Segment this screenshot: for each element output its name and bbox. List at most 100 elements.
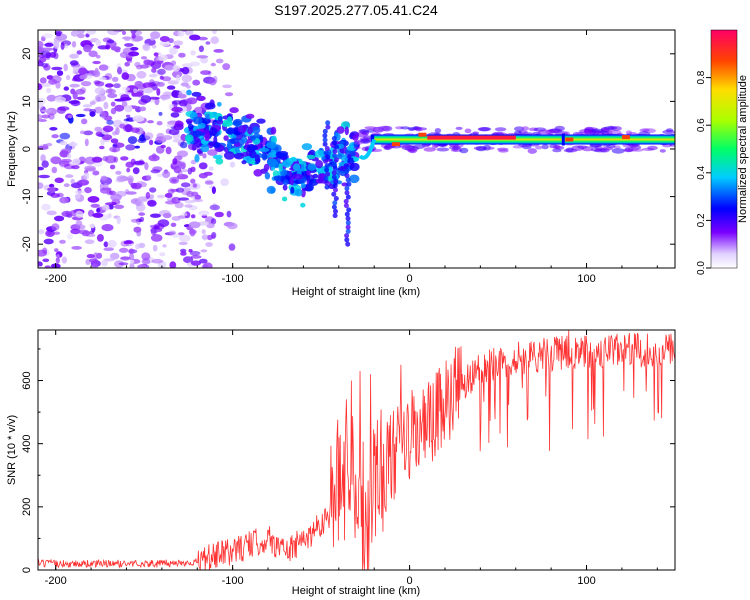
noise-blob bbox=[181, 74, 193, 83]
carrier-halo bbox=[632, 148, 644, 152]
ridge-blob bbox=[186, 89, 192, 96]
noise-blob bbox=[229, 161, 236, 168]
noise-blob bbox=[121, 30, 127, 35]
noise-blob bbox=[101, 204, 110, 211]
noise-blob bbox=[146, 174, 152, 181]
noise-blob bbox=[41, 114, 51, 119]
spectrogram-x-axis-label: Height of straight line (km) bbox=[292, 286, 420, 298]
noise-blob bbox=[180, 141, 188, 149]
carrier-halo bbox=[464, 128, 472, 134]
ridge-blob bbox=[212, 154, 223, 160]
noise-blob bbox=[94, 106, 103, 114]
spectrogram-y-axis-label: Frequency (Hz) bbox=[6, 111, 18, 187]
colorbar-tick-label: 0.2 bbox=[696, 213, 707, 227]
noise-blob bbox=[42, 33, 53, 39]
snr-panel: -200 -100 0 100 0 200 400 600 Height of straigh… bbox=[6, 329, 676, 597]
noise-blob bbox=[46, 94, 57, 102]
noise-blob bbox=[45, 87, 52, 94]
noise-blob bbox=[192, 79, 201, 86]
noise-blob bbox=[180, 82, 189, 87]
noise-blob bbox=[132, 115, 145, 122]
noise-blob bbox=[59, 140, 68, 146]
noise-blob bbox=[108, 204, 114, 210]
noise-blob bbox=[71, 246, 82, 250]
carrier-halo bbox=[571, 145, 584, 151]
noise-blob bbox=[111, 76, 119, 82]
noise-blob bbox=[144, 132, 154, 140]
ridge-streak bbox=[331, 174, 337, 180]
noise-blob bbox=[94, 87, 106, 95]
noise-blob bbox=[164, 200, 177, 205]
noise-blob bbox=[138, 242, 146, 249]
noise-blob bbox=[131, 33, 136, 39]
noise-blob bbox=[143, 59, 152, 65]
noise-blob bbox=[190, 255, 202, 259]
noise-blob bbox=[67, 153, 72, 159]
x-tick-label: 0 bbox=[407, 575, 413, 587]
carrier-halo bbox=[448, 145, 462, 150]
noise-blob bbox=[175, 187, 185, 193]
noise-blob bbox=[129, 262, 135, 268]
noise-blob bbox=[228, 243, 236, 251]
noise-blob bbox=[44, 42, 54, 47]
noise-blob bbox=[117, 66, 122, 75]
noise-blob bbox=[198, 45, 204, 53]
noise-blob bbox=[38, 229, 45, 235]
ridge-streak bbox=[345, 177, 351, 183]
noise-blob bbox=[69, 83, 80, 88]
noise-blob bbox=[38, 83, 43, 91]
noise-blob bbox=[181, 212, 188, 217]
ridge-blob bbox=[266, 141, 277, 149]
noise-blob bbox=[178, 232, 185, 236]
ridge-streak bbox=[344, 168, 350, 174]
noise-blob bbox=[149, 139, 154, 146]
ridge-blob bbox=[348, 174, 360, 184]
noise-blob bbox=[190, 260, 202, 266]
ridge-streak bbox=[333, 208, 338, 214]
noise-blob bbox=[38, 114, 43, 120]
carrier-halo bbox=[412, 144, 425, 149]
noise-blob bbox=[180, 182, 191, 188]
descending-ridge bbox=[183, 89, 360, 247]
noise-blob bbox=[193, 106, 205, 115]
ridge-streak bbox=[324, 184, 330, 190]
ridge-blob bbox=[282, 179, 289, 186]
carrier-halo bbox=[639, 128, 650, 133]
noise-blob bbox=[56, 106, 66, 114]
noise-blob bbox=[44, 265, 52, 268]
carrier-halo bbox=[455, 126, 463, 130]
carrier-halo bbox=[514, 126, 525, 132]
noise-blob bbox=[76, 50, 83, 55]
noise-blob bbox=[129, 253, 135, 261]
ridge-streak bbox=[343, 198, 349, 204]
noise-blob bbox=[198, 172, 208, 179]
noise-blob bbox=[204, 180, 214, 185]
carrier-halo bbox=[400, 126, 410, 130]
noise-blob bbox=[74, 190, 84, 194]
y-tick-label: 200 bbox=[21, 498, 33, 516]
noise-blob bbox=[171, 233, 181, 238]
noise-blob bbox=[110, 46, 121, 51]
noise-blob bbox=[120, 156, 129, 161]
noise-blob bbox=[41, 82, 52, 87]
noise-blob bbox=[140, 95, 152, 104]
noise-blob bbox=[78, 67, 88, 75]
noise-blob bbox=[213, 49, 224, 53]
noise-blob bbox=[78, 179, 90, 186]
noise-blob bbox=[92, 263, 98, 268]
noise-blob bbox=[102, 125, 114, 133]
noise-blob bbox=[110, 138, 119, 144]
ridge-streak bbox=[345, 216, 351, 221]
noise-blob bbox=[197, 36, 208, 41]
noise-blob bbox=[181, 66, 190, 75]
noise-blob bbox=[60, 158, 72, 163]
ridge-blob bbox=[241, 136, 248, 144]
carrier-halo bbox=[535, 145, 543, 150]
carrier-halo bbox=[477, 127, 490, 132]
noise-blob bbox=[171, 89, 178, 98]
ridge-blob bbox=[258, 147, 270, 153]
y-tick-label: 400 bbox=[21, 435, 33, 453]
noise-blob bbox=[177, 197, 190, 201]
ridge-streak bbox=[344, 190, 350, 196]
ridge-blob bbox=[247, 126, 253, 135]
